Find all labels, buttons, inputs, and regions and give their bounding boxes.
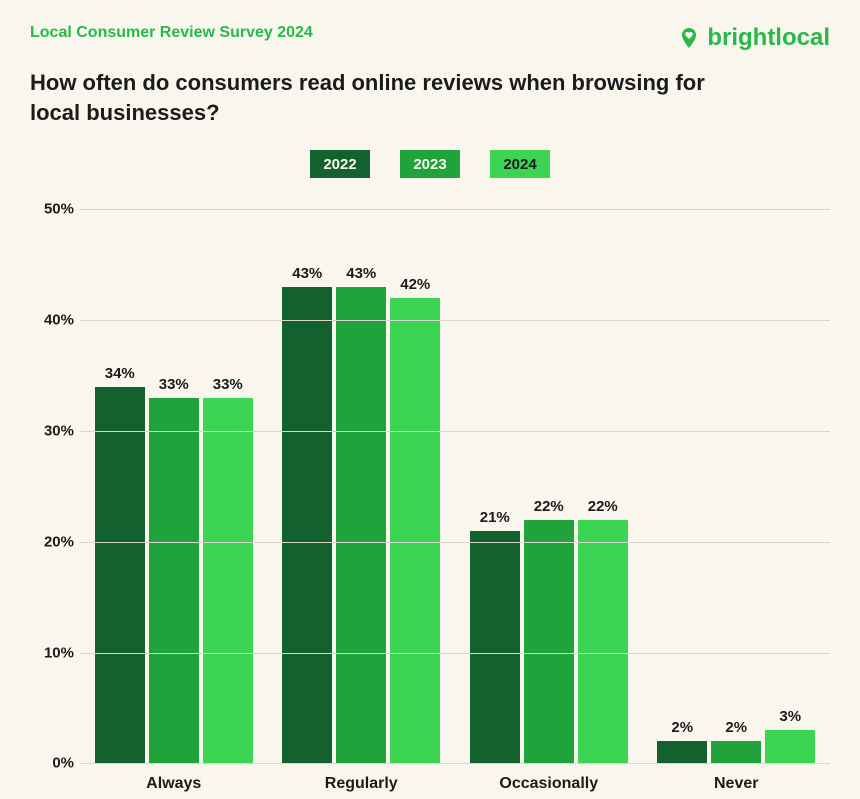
bar: 34% [95,387,145,764]
bar: 2% [657,741,707,763]
grid-line [80,431,830,432]
bar-value-label: 2% [671,719,693,736]
x-tick-label: Occasionally [455,767,643,799]
bar-value-label: 43% [346,265,376,282]
x-tick-label: Never [643,767,831,799]
y-tick-label: 40% [30,312,74,329]
legend-swatch: 2022 [310,150,370,178]
bar: 43% [282,287,332,763]
bar: 22% [524,520,574,764]
bar-chart: 34%33%33%43%43%42%21%22%22%2%2%3% 0%10%2… [30,209,830,799]
bar-value-label: 43% [292,265,322,282]
bar: 3% [765,730,815,763]
x-axis-labels: AlwaysRegularlyOccasionallyNever [80,767,830,799]
grid-line [80,653,830,654]
pin-heart-icon [677,26,701,50]
bar-value-label: 33% [159,376,189,393]
legend-item: 2023 [396,147,464,181]
brand-name: brightlocal [707,24,830,52]
bar: 21% [470,531,520,764]
legend-item: 2022 [306,147,374,181]
bar-value-label: 22% [534,498,564,515]
bar-value-label: 2% [725,719,747,736]
bar: 43% [336,287,386,763]
bar: 22% [578,520,628,764]
bar-group: 43%43%42% [268,209,456,763]
legend-swatch: 2024 [490,150,550,178]
brand-logo: brightlocal [677,24,830,52]
bar-group: 34%33%33% [80,209,268,763]
grid-line [80,763,830,764]
bar-groups: 34%33%33%43%43%42%21%22%22%2%2%3% [80,209,830,763]
bar-value-label: 22% [588,498,618,515]
y-tick-label: 10% [30,644,74,661]
bar-value-label: 42% [400,276,430,293]
bar-group: 21%22%22% [455,209,643,763]
grid-line [80,320,830,321]
y-tick-label: 20% [30,533,74,550]
bar: 42% [390,298,440,763]
x-tick-label: Regularly [268,767,456,799]
legend-swatch: 2023 [400,150,460,178]
legend-item: 2024 [486,147,554,181]
bar-group: 2%2%3% [643,209,831,763]
x-tick-label: Always [80,767,268,799]
chart-question: How often do consumers read online revie… [0,52,760,127]
y-tick-label: 30% [30,422,74,439]
plot-area: 34%33%33%43%43%42%21%22%22%2%2%3% 0%10%2… [80,209,830,763]
bar-value-label: 21% [480,509,510,526]
survey-title: Local Consumer Review Survey 2024 [30,24,313,42]
y-tick-label: 50% [30,201,74,218]
bar: 33% [149,398,199,764]
grid-line [80,209,830,210]
legend: 2022 2023 2024 [0,147,860,181]
y-tick-label: 0% [30,755,74,772]
bar: 33% [203,398,253,764]
bar: 2% [711,741,761,763]
bar-value-label: 3% [779,708,801,725]
bar-value-label: 33% [213,376,243,393]
bar-value-label: 34% [105,365,135,382]
grid-line [80,542,830,543]
header: Local Consumer Review Survey 2024 bright… [0,0,860,52]
